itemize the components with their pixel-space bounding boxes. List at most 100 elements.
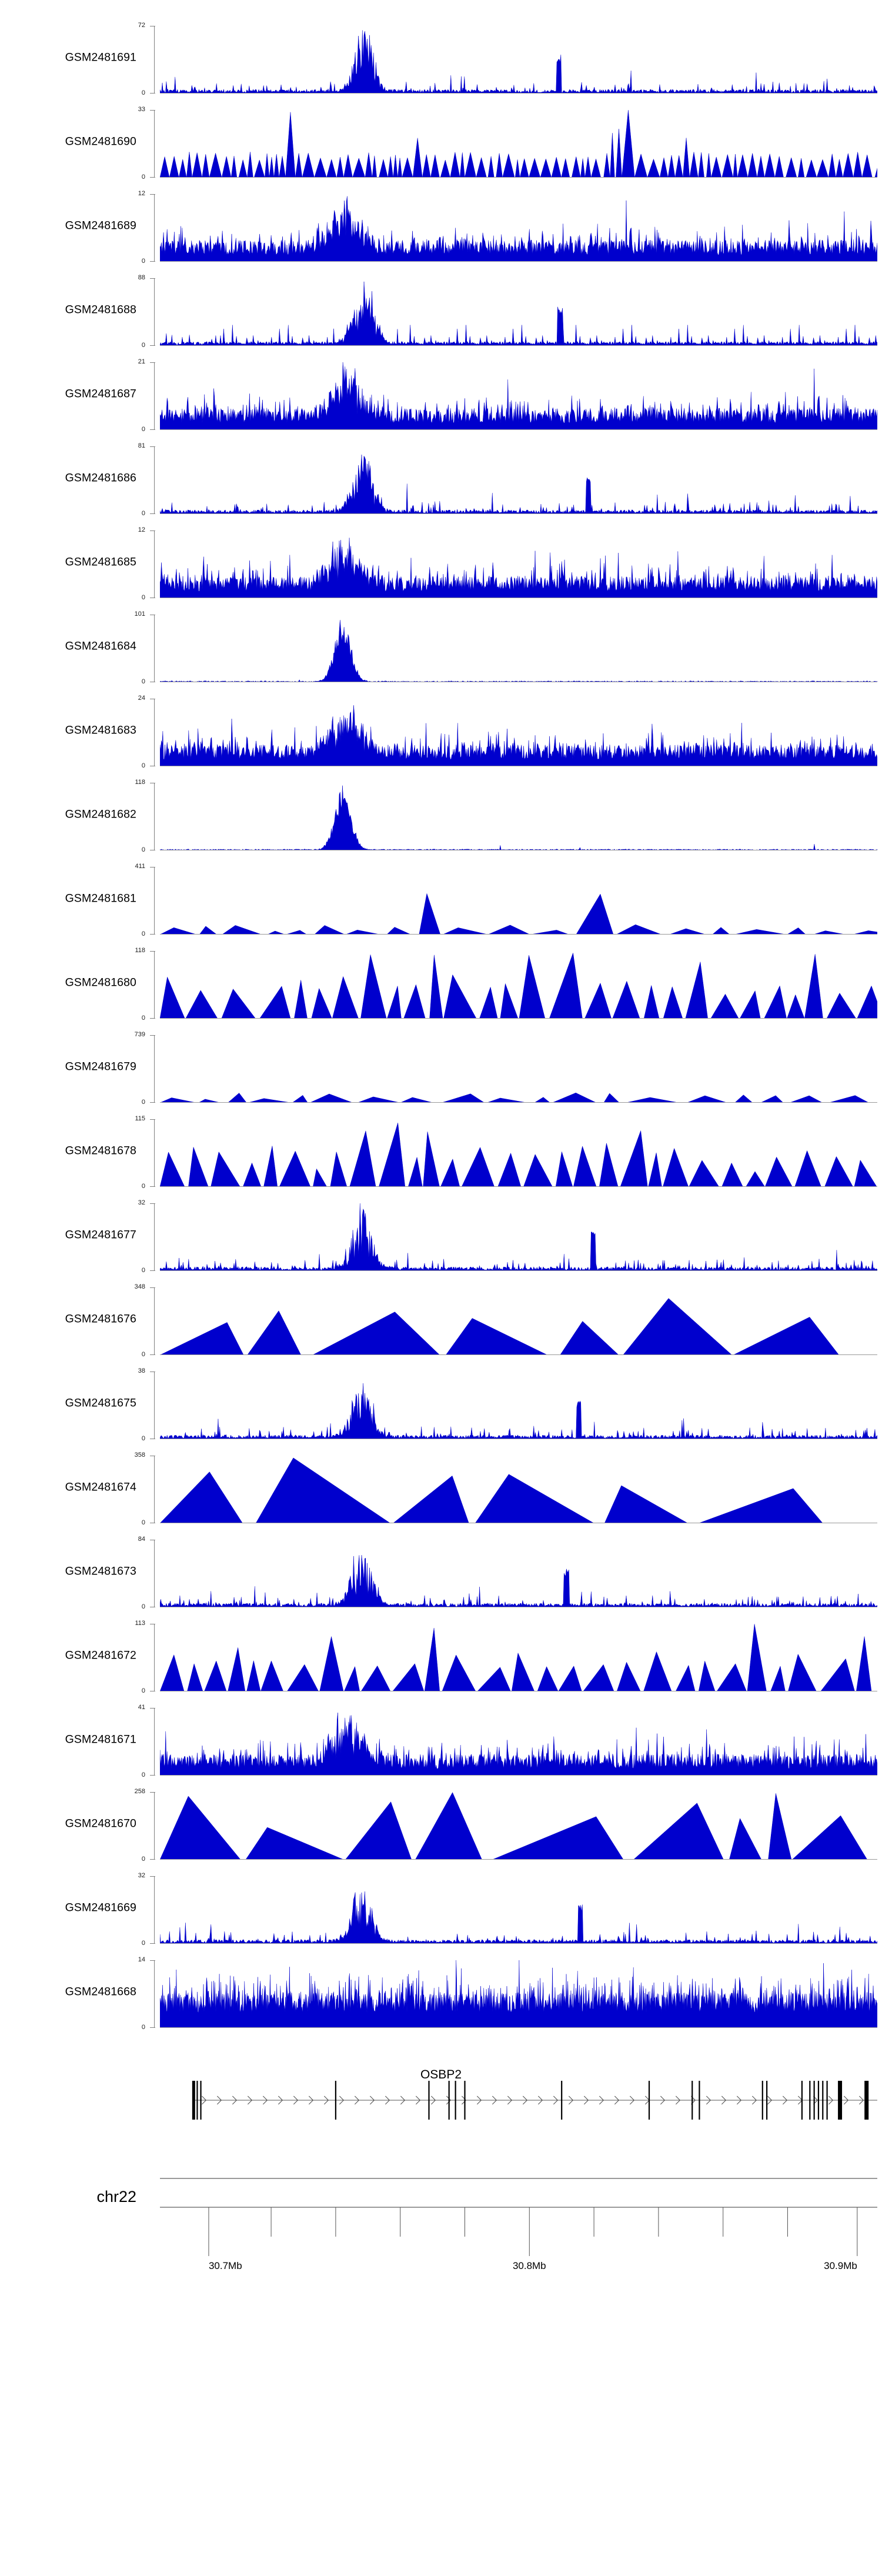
track-label-gsm2481682: GSM2481682 xyxy=(65,807,136,820)
exon xyxy=(801,2081,803,2120)
y-axis-line xyxy=(154,1708,155,1776)
strand-arrow-icon xyxy=(614,2095,620,2105)
y-axis-tick-bot xyxy=(150,1775,155,1776)
track-baseline xyxy=(160,1270,877,1271)
y-axis-tick-top xyxy=(150,1035,155,1036)
y-axis-line xyxy=(154,530,155,598)
y-axis-tick-top xyxy=(150,194,155,195)
coverage-track: GSM2481678 115 0 xyxy=(0,1109,882,1193)
strand-arrow-icon xyxy=(339,2095,345,2105)
coverage-profile xyxy=(160,1035,877,1103)
chromosome-ruler-svg: 30.7Mb 30.8Mb 30.9Mb xyxy=(160,2178,877,2271)
track-label-gsm2481676: GSM2481676 xyxy=(65,1312,136,1325)
gene-name-label: OSBP2 xyxy=(420,2068,462,2081)
strand-arrow-icon xyxy=(660,2095,666,2105)
coverage-profile xyxy=(160,1372,877,1439)
y-axis-tick-bot xyxy=(150,1943,155,1944)
track-label-gsm2481670: GSM2481670 xyxy=(65,1817,136,1830)
y-axis-tick-top xyxy=(150,1203,155,1204)
coverage-track: GSM2481683 24 0 xyxy=(0,688,882,772)
y-axis-tick-bot xyxy=(150,429,155,430)
y-axis-tick-top xyxy=(150,1287,155,1288)
track-label-gsm2481677: GSM2481677 xyxy=(65,1228,136,1241)
y-axis-tick-top xyxy=(150,1708,155,1709)
strand-arrow-icon xyxy=(599,2095,604,2105)
coverage-track: GSM2481673 84 0 xyxy=(0,1529,882,1613)
y-axis-line xyxy=(154,1624,155,1691)
track-label-gsm2481689: GSM2481689 xyxy=(65,219,136,232)
y-axis-min-label: 0 xyxy=(141,89,145,96)
coverage-profile xyxy=(160,615,877,682)
strand-arrow-icon xyxy=(476,2095,482,2105)
exon xyxy=(822,2081,824,2120)
exon xyxy=(428,2081,430,2120)
y-axis-min-label: 0 xyxy=(141,173,145,181)
track-baseline xyxy=(160,93,877,94)
track-label-gsm2481681: GSM2481681 xyxy=(65,892,136,905)
y-axis-max-label: 118 xyxy=(135,779,145,786)
y-axis-tick-top xyxy=(150,951,155,952)
y-axis-line xyxy=(154,867,155,935)
y-axis-tick-top xyxy=(150,1792,155,1793)
coverage-profile xyxy=(160,951,877,1019)
y-axis-max-label: 358 xyxy=(134,1451,145,1459)
y-axis-min-label: 0 xyxy=(141,1771,145,1778)
y-axis-line xyxy=(154,194,155,262)
track-label-gsm2481671: GSM2481671 xyxy=(65,1733,136,1746)
coverage-profile xyxy=(160,699,877,766)
coverage-profile xyxy=(160,278,877,346)
exon xyxy=(813,2081,815,2120)
y-axis-min-label: 0 xyxy=(141,1603,145,1610)
coverage-track: GSM2481674 358 0 xyxy=(0,1445,882,1529)
gene-annotation-panel: OSBP2 xyxy=(0,2068,882,2156)
gene-model-graphic xyxy=(0,2068,882,2127)
coverage-track: GSM2481689 12 0 xyxy=(0,183,882,268)
y-axis-line xyxy=(154,362,155,430)
track-label-gsm2481686: GSM2481686 xyxy=(65,471,136,484)
strand-arrow-icon xyxy=(461,2095,467,2105)
coverage-track: GSM2481687 21 0 xyxy=(0,352,882,436)
y-axis-line xyxy=(154,1287,155,1355)
strand-arrow-icon xyxy=(308,2095,314,2105)
track-label-gsm2481678: GSM2481678 xyxy=(65,1144,136,1157)
y-axis-line xyxy=(154,783,155,850)
y-axis-min-label: 0 xyxy=(141,1687,145,1694)
coverage-profile xyxy=(160,867,877,935)
strand-arrow-icon xyxy=(247,2095,253,2105)
coverage-track: GSM2481691 72 0 xyxy=(0,15,882,99)
ruler-tick-label: 30.9Mb xyxy=(824,2260,857,2271)
y-axis-max-label: 12 xyxy=(138,526,145,533)
y-axis-line xyxy=(154,1035,155,1103)
y-axis-max-label: 411 xyxy=(135,863,145,870)
y-axis-max-label: 113 xyxy=(135,1620,145,1627)
y-axis-tick-bot xyxy=(150,1102,155,1103)
y-axis-max-label: 118 xyxy=(135,947,145,954)
coverage-track: GSM2481679 739 0 xyxy=(0,1025,882,1109)
exon xyxy=(809,2081,811,2120)
track-label-gsm2481668: GSM2481668 xyxy=(65,1985,136,1998)
strand-arrow-icon xyxy=(843,2095,849,2105)
strand-arrow-icon xyxy=(369,2095,375,2105)
y-axis-tick-top xyxy=(150,1119,155,1120)
track-baseline xyxy=(160,2027,877,2028)
y-axis-line xyxy=(154,699,155,766)
y-axis-min-label: 0 xyxy=(141,258,145,265)
y-axis-max-label: 115 xyxy=(135,1115,145,1122)
track-baseline xyxy=(160,1775,877,1776)
track-baseline xyxy=(160,177,877,178)
y-axis-line xyxy=(154,110,155,178)
track-baseline xyxy=(160,429,877,430)
strand-arrow-icon xyxy=(400,2095,406,2105)
coverage-track: GSM2481670 258 0 xyxy=(0,1781,882,1866)
y-axis-line xyxy=(154,278,155,346)
coverage-track: GSM2481669 32 0 xyxy=(0,1866,882,1950)
coverage-track: GSM2481671 41 0 xyxy=(0,1697,882,1781)
exon xyxy=(648,2081,650,2120)
track-label-gsm2481680: GSM2481680 xyxy=(65,976,136,989)
track-label-gsm2481679: GSM2481679 xyxy=(65,1060,136,1073)
track-baseline xyxy=(160,261,877,262)
strand-arrow-icon xyxy=(858,2095,864,2105)
strand-arrow-icon xyxy=(782,2095,788,2105)
y-axis-min-label: 0 xyxy=(141,846,145,853)
strand-arrow-icon xyxy=(583,2095,589,2105)
